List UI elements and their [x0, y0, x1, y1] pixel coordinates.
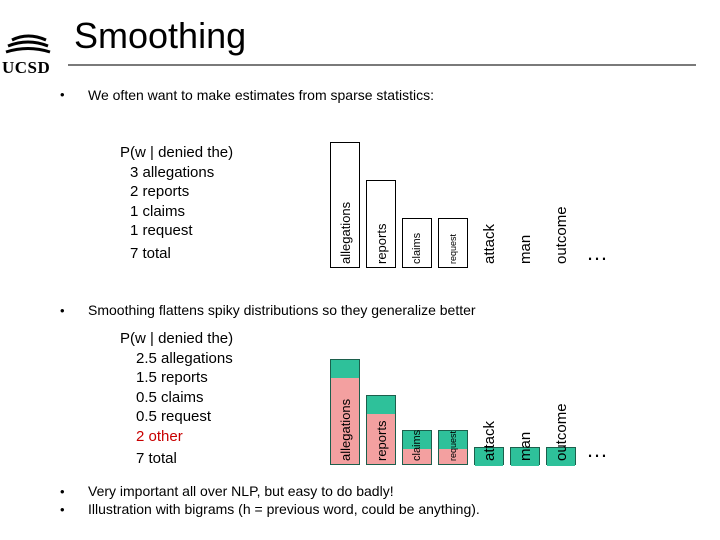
- bullet-marker: •: [60, 484, 65, 499]
- count-line: 3 allegations: [130, 163, 215, 181]
- category-label: allegations: [338, 399, 353, 461]
- ellipsis-marker: …: [586, 240, 608, 265]
- category-label: claims: [411, 233, 423, 264]
- count-line: 1.5 reports: [136, 369, 208, 386]
- slide-title: Smoothing: [74, 15, 247, 56]
- category-label: attack: [480, 223, 498, 264]
- observed-portion: [403, 449, 431, 464]
- bullet-marker: •: [60, 303, 65, 318]
- count-line: 0.5 request: [136, 408, 212, 425]
- bullet-text-4: Illustration with bigrams (h = previous …: [88, 501, 480, 517]
- ellipsis-marker: …: [586, 437, 608, 462]
- observed-portion: [331, 378, 359, 464]
- bullet-marker: •: [60, 502, 65, 517]
- prob-header: P(w | denied the): [120, 330, 234, 347]
- category-label: attack: [480, 420, 498, 461]
- bar-reports: [366, 180, 396, 268]
- bullet-marker: •: [60, 87, 65, 102]
- count-line: 0.5 claims: [136, 388, 204, 406]
- bar-man: [510, 447, 540, 466]
- smoothed-portion: [511, 448, 539, 466]
- total-line: 7 total: [136, 450, 177, 467]
- bar-claims: [402, 218, 432, 268]
- bar-request: [438, 430, 468, 465]
- smoothed-portion: [475, 448, 503, 466]
- other-line: 2 other: [136, 427, 183, 445]
- count-line: 1 claims: [130, 202, 186, 220]
- bullet-text-3: Very important all over NLP, but easy to…: [88, 483, 394, 499]
- raw-count-chart: allegations reports claims request attack man…: [320, 120, 620, 268]
- count-line: 1 request: [130, 222, 193, 239]
- smoothed-portion: [331, 360, 359, 378]
- total-line: 7 total: [130, 245, 171, 262]
- ucsd-logo-icon: [5, 34, 51, 54]
- prob-header: P(w | denied the): [120, 144, 234, 161]
- category-label: man: [516, 234, 534, 264]
- category-label: request: [448, 234, 458, 264]
- bar-allegations: [330, 142, 360, 268]
- bullet-text-1: We often want to make estimates from spa…: [88, 87, 434, 103]
- bar-request: [438, 218, 468, 268]
- prob-block-1: P(w | denied the) 3 allegations 2 report…: [120, 143, 233, 241]
- smoothed-portion: [439, 431, 467, 449]
- category-label: reports: [374, 421, 389, 461]
- count-line: 2 reports: [130, 183, 190, 200]
- bar-outcome: [546, 447, 576, 466]
- category-label: outcome: [552, 206, 570, 264]
- category-label: request: [448, 431, 458, 461]
- category-label: claims: [411, 430, 423, 461]
- category-label: man: [517, 432, 534, 461]
- title-divider: [68, 64, 696, 66]
- smoothed-portion: [547, 448, 575, 466]
- smoothed-count-chart: allegations reports claims request attack man…: [320, 325, 620, 466]
- smoothed-portion: [367, 396, 395, 414]
- category-label: outcome: [552, 403, 570, 461]
- category-label: allegations: [338, 202, 353, 264]
- bullet-text-2: Smoothing flattens spiky distributions s…: [88, 302, 476, 318]
- count-line: 2.5 allegations: [136, 349, 233, 367]
- bar-reports: [366, 395, 396, 465]
- observed-portion: [367, 414, 395, 464]
- smoothed-portion: [403, 431, 431, 449]
- category-label: reports: [374, 224, 389, 264]
- bar-claims: [402, 430, 432, 465]
- bar-attack: [474, 447, 504, 466]
- ucsd-logo-text: UCSD: [2, 58, 51, 77]
- bar-allegations: [330, 359, 360, 465]
- prob-block-2: P(w | denied the) 2.5 allegations 1.5 re…: [120, 329, 233, 446]
- observed-portion: [439, 449, 467, 464]
